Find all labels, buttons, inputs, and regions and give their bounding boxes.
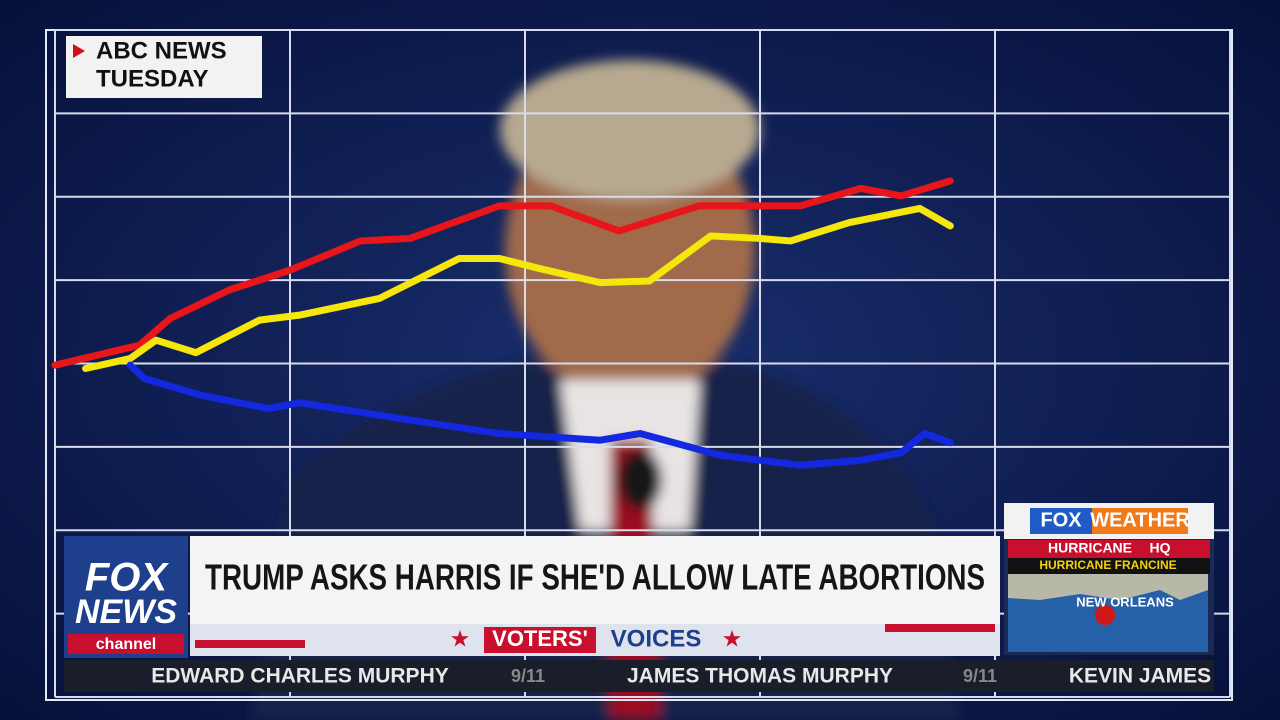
- storm-icon: [1095, 605, 1115, 625]
- stripe: [195, 640, 305, 648]
- weather-tag-text: HURRICANE: [1048, 540, 1132, 556]
- map-land: [1008, 574, 1208, 600]
- weather-brand-text: WEATHER: [1090, 509, 1190, 531]
- segment-text: VOTERS': [492, 626, 588, 651]
- ticker-item: 9/11: [963, 666, 997, 686]
- play-icon: [73, 44, 85, 58]
- ticker: [64, 660, 1214, 692]
- logo-text: channel: [96, 636, 156, 653]
- weather-brand-text: FOX: [1040, 509, 1082, 531]
- source-line: TUESDAY: [96, 65, 208, 92]
- ticker-item: KEVIN JAMES: [1069, 665, 1211, 688]
- ticker-item: 9/11: [511, 666, 545, 686]
- storm-name: HURRICANE FRANCINE: [1039, 558, 1176, 572]
- star: ★: [451, 628, 469, 650]
- logo-band: [68, 634, 184, 654]
- segment-tag: [484, 627, 596, 653]
- series-line: [82, 204, 954, 373]
- ticker-item: EDWARD CHARLES MURPHY: [151, 665, 449, 688]
- weather-brand: [1092, 508, 1188, 534]
- series-line: [126, 361, 954, 469]
- weather-tag-text: HQ: [1150, 540, 1171, 556]
- weather-brand: [1030, 508, 1092, 534]
- headline-box: [190, 536, 1000, 624]
- source-line: ABC NEWS: [96, 37, 227, 64]
- segment-text: VOICES: [611, 625, 702, 652]
- stripe: [885, 624, 995, 632]
- storm-bar: [1008, 558, 1210, 574]
- ticker-item: JAMES THOMAS MURPHY: [627, 665, 893, 688]
- star: ★: [723, 628, 741, 650]
- logo-text: NEWS: [75, 593, 177, 631]
- city-label: NEW ORLEANS: [1076, 594, 1174, 609]
- headline: TRUMP ASKS HARRIS IF SHE'D ALLOW LATE AB…: [205, 557, 985, 598]
- plot: [51, 29, 1231, 698]
- weather-tag: [1008, 540, 1210, 558]
- series-line: [51, 177, 954, 369]
- logo-text: FOX: [85, 556, 170, 600]
- source-box: [66, 36, 262, 98]
